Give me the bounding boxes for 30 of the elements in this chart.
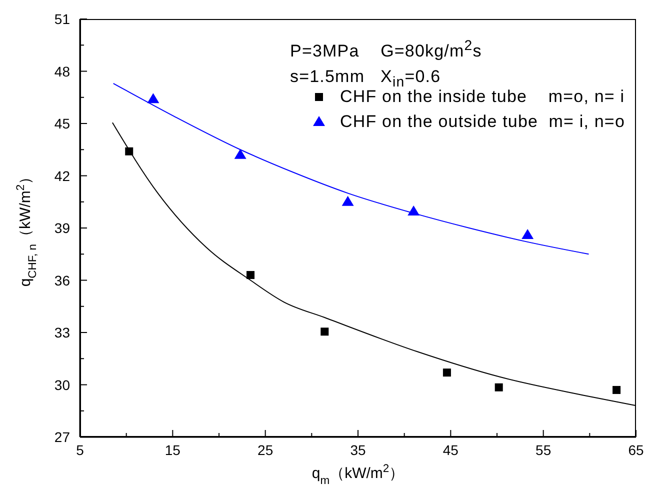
y-tick-label: 33 [54, 324, 70, 340]
point [522, 228, 534, 239]
point [147, 93, 160, 104]
x-tick-label: 25 [258, 442, 274, 458]
y-tick-label: 48 [54, 63, 70, 80]
y-tick-label: 39 [54, 220, 70, 236]
x-axis-title: q$_{m}$（kW/m$^{2}$） [312, 463, 404, 487]
point [320, 328, 329, 336]
point [612, 386, 621, 394]
y-tick-label: 27 [54, 429, 70, 445]
x-tick-label: 45 [442, 442, 459, 458]
y-tick-label: 51 [54, 11, 70, 27]
point [442, 368, 451, 377]
legend-label: CHF on the outside tube m= i, n=o [340, 111, 625, 133]
x-tick-label: 55 [536, 442, 552, 458]
y-tick-label: 30 [54, 376, 70, 393]
x-tick-label: 15 [164, 442, 181, 458]
x-tick-label: 35 [350, 442, 366, 458]
y-tick-label: 36 [54, 272, 70, 288]
point [342, 196, 354, 206]
x-tick-label: 5 [76, 442, 84, 458]
point [125, 147, 134, 156]
x-tick-label: 65 [628, 442, 644, 458]
y-tick-label: 42 [54, 168, 70, 184]
point [408, 205, 420, 216]
point [494, 383, 503, 392]
y-tick-label: 45 [54, 116, 70, 132]
point [234, 148, 246, 159]
annotation: P=3MPa G=80kg/m$^{2}$s [290, 37, 482, 63]
point [246, 271, 255, 280]
